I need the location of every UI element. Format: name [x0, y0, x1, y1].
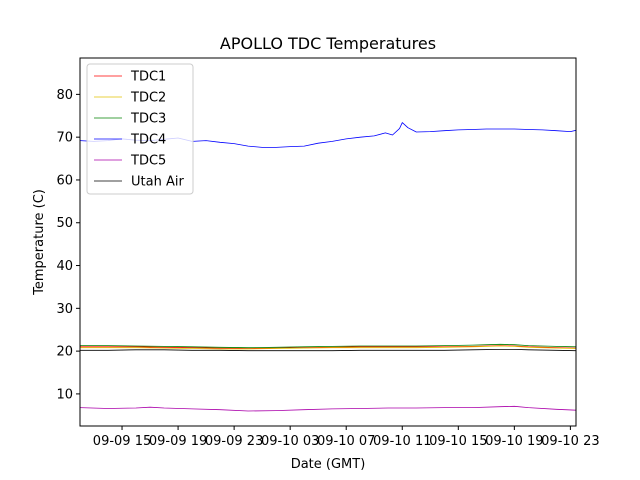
legend-label-tdc4: TDC4 [130, 133, 166, 148]
series-line-tdc5 [80, 405, 576, 412]
legend-label-tdc2: TDC2 [130, 91, 166, 106]
series-line-utah-air [80, 348, 576, 352]
series-line-tdc3 [80, 343, 576, 349]
legend-box [86, 63, 194, 195]
y-tick-label: 10 [56, 387, 73, 402]
x-tick-label: 09-09 15 [93, 434, 151, 449]
x-tick-label: 09-10 07 [317, 434, 375, 449]
legend: TDC1 TDC2 TDC3 TDC4 TDC5 Utah Air [86, 63, 194, 195]
legend-label-tdc1: TDC1 [130, 70, 166, 85]
x-tick-label: 09-10 15 [429, 434, 487, 449]
y-axis-label: Temperature (C) [32, 189, 47, 296]
x-axis-label: Date (GMT) [291, 457, 366, 472]
chart-title: APOLLO TDC Temperatures [220, 34, 436, 53]
y-tick-label: 30 [56, 302, 73, 317]
legend-label-tdc5: TDC5 [130, 154, 166, 169]
y-tick-label: 20 [56, 345, 73, 360]
x-tick-label: 09-09 23 [205, 434, 263, 449]
plot-frame [79, 57, 577, 427]
y-tick-label: 40 [56, 259, 73, 274]
y-axis: 10 20 30 40 50 60 70 80 [56, 88, 80, 402]
legend-label-tdc3: TDC3 [130, 112, 166, 127]
x-tick-label: 09-10 11 [373, 434, 431, 449]
y-tick-label: 70 [56, 131, 73, 146]
y-tick-label: 60 [56, 173, 73, 188]
x-tick-label: 09-10 19 [485, 434, 543, 449]
x-tick-label: 09-10 03 [261, 434, 319, 449]
y-tick-label: 50 [56, 216, 73, 231]
legend-label-utah-air: Utah Air [131, 175, 184, 190]
x-tick-label: 09-10 23 [541, 434, 599, 449]
x-tick-label: 09-09 19 [149, 434, 207, 449]
y-tick-label: 80 [56, 88, 73, 103]
series-line-tdc2 [80, 345, 576, 350]
